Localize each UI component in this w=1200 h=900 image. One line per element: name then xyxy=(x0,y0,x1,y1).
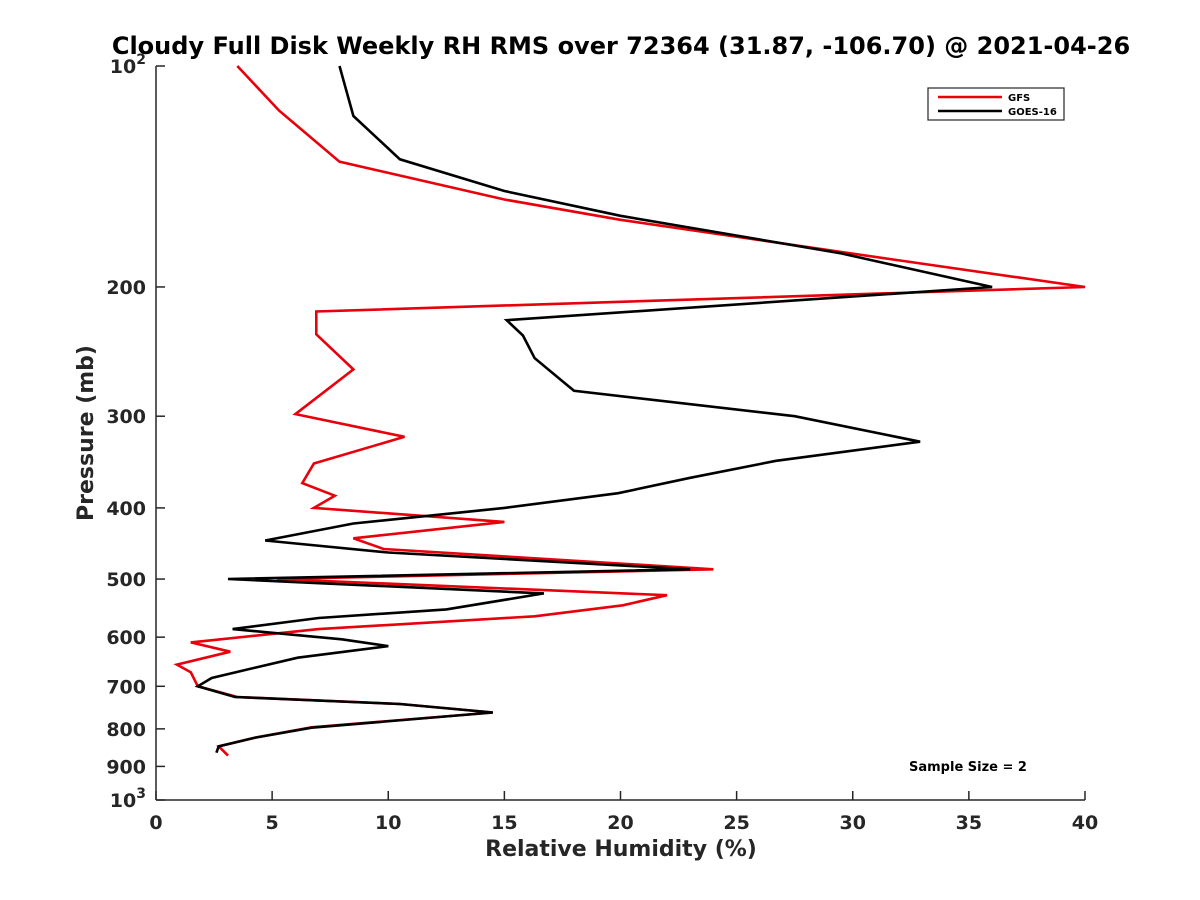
y-tick-label-base: 800 xyxy=(106,719,146,741)
y-tick-label-base: 500 xyxy=(106,569,146,591)
series-line-goes-16 xyxy=(194,65,993,754)
y-axis-label: Pressure (mb) xyxy=(74,345,99,521)
x-tick-label: 30 xyxy=(840,812,866,834)
y-tick-label: 300 xyxy=(106,406,146,428)
y-tick-label: 102 xyxy=(110,52,146,78)
y-tick-label-base: 600 xyxy=(106,627,146,649)
y-tick-label-base: 10 xyxy=(110,56,136,78)
y-tick-label: 500 xyxy=(106,569,146,591)
x-tick-label: 5 xyxy=(266,812,279,834)
y-tick-label-exponent: 2 xyxy=(136,52,146,68)
y-tick-label: 103 xyxy=(110,786,146,812)
legend: GFS GOES-16 xyxy=(927,87,1065,121)
x-tick-label: 0 xyxy=(149,812,162,834)
legend-label: GFS xyxy=(1008,93,1030,104)
y-tick-label: 400 xyxy=(106,498,146,520)
x-axis-label: Relative Humidity (%) xyxy=(485,837,757,862)
y-tick-label: 800 xyxy=(106,719,146,741)
y-tick-label: 900 xyxy=(106,756,146,778)
x-tick-label: 40 xyxy=(1072,812,1098,834)
x-tick-label: 20 xyxy=(607,812,633,834)
x-tick-label: 35 xyxy=(956,812,982,834)
x-tick-label: 25 xyxy=(723,812,749,834)
sample-size-annotation: Sample Size = 2 xyxy=(909,760,1027,775)
y-tick-label-base: 400 xyxy=(106,498,146,520)
y-tick-label: 200 xyxy=(106,277,146,299)
y-tick-label: 600 xyxy=(106,627,146,649)
chart-title: Cloudy Full Disk Weekly RH RMS over 7236… xyxy=(112,32,1130,60)
y-tick-label-base: 10 xyxy=(110,790,136,812)
legend-box xyxy=(927,87,1065,121)
y-tick-label: 700 xyxy=(106,676,146,698)
legend-label: GOES-16 xyxy=(1008,107,1057,118)
y-tick-label-base: 900 xyxy=(106,756,146,778)
x-ticks: 0 5 10 15 20 25 30 35 40 xyxy=(149,791,1098,834)
y-tick-label-base: 700 xyxy=(106,676,146,698)
y-tick-label-exponent: 3 xyxy=(136,786,146,802)
y-tick-label-base: 200 xyxy=(106,277,146,299)
x-tick-label: 10 xyxy=(375,812,401,834)
series-layer xyxy=(173,65,1086,757)
y-tick-label-base: 300 xyxy=(106,406,146,428)
x-tick-label: 15 xyxy=(491,812,517,834)
